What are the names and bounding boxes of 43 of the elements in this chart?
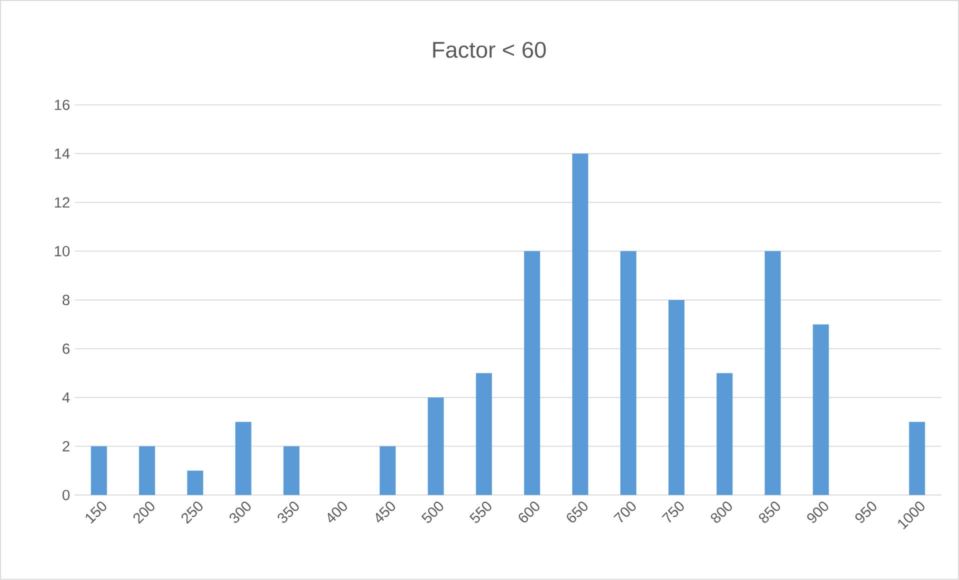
bar <box>524 251 540 496</box>
y-tick-label: 8 <box>62 294 70 306</box>
x-tick-label: 400 <box>328 502 347 523</box>
bar <box>428 398 444 496</box>
x-tick-label: 650 <box>566 502 588 523</box>
bar <box>380 446 396 496</box>
bar <box>90 446 107 496</box>
y-tick-label: 12 <box>54 197 70 208</box>
x-tick-label: 750 <box>662 502 684 523</box>
bar <box>620 251 636 496</box>
x-tick-label: 700 <box>614 502 636 523</box>
x-tick-label: 800 <box>710 502 732 523</box>
bar <box>668 300 684 496</box>
x-tick-label: 150 <box>86 502 106 524</box>
x-tick-label: 550 <box>469 502 492 523</box>
y-tick-label: 0 <box>62 490 70 500</box>
x-tick-label: 200 <box>133 502 154 524</box>
x-tick-label: 950 <box>855 502 876 523</box>
chart-title: Factor < 60 <box>433 42 546 58</box>
bar <box>187 470 204 496</box>
x-tick-label: 350 <box>278 502 299 523</box>
bar <box>572 154 588 496</box>
x-tick-label: 450 <box>376 502 396 523</box>
y-tick-label: 2 <box>62 441 70 452</box>
x-tick-label: 900 <box>807 502 828 523</box>
bar <box>764 251 781 496</box>
x-tick-label: 500 <box>421 502 444 523</box>
x-tick-label: 250 <box>182 502 202 524</box>
bar <box>812 324 829 496</box>
y-tick-label: 4 <box>62 392 70 403</box>
bar <box>235 422 252 496</box>
y-tick-label: 16 <box>54 100 70 110</box>
y-tick-label: 14 <box>54 148 70 159</box>
bar <box>909 422 926 496</box>
x-tick-label: 300 <box>230 502 251 523</box>
bar <box>716 373 733 496</box>
bar <box>283 446 300 496</box>
y-tick-label: 6 <box>62 344 70 354</box>
bar <box>476 373 492 496</box>
y-tick-label: 10 <box>54 246 70 256</box>
x-tick-label: 600 <box>518 502 540 523</box>
bar <box>139 446 156 496</box>
x-tick-label: 850 <box>759 502 780 523</box>
